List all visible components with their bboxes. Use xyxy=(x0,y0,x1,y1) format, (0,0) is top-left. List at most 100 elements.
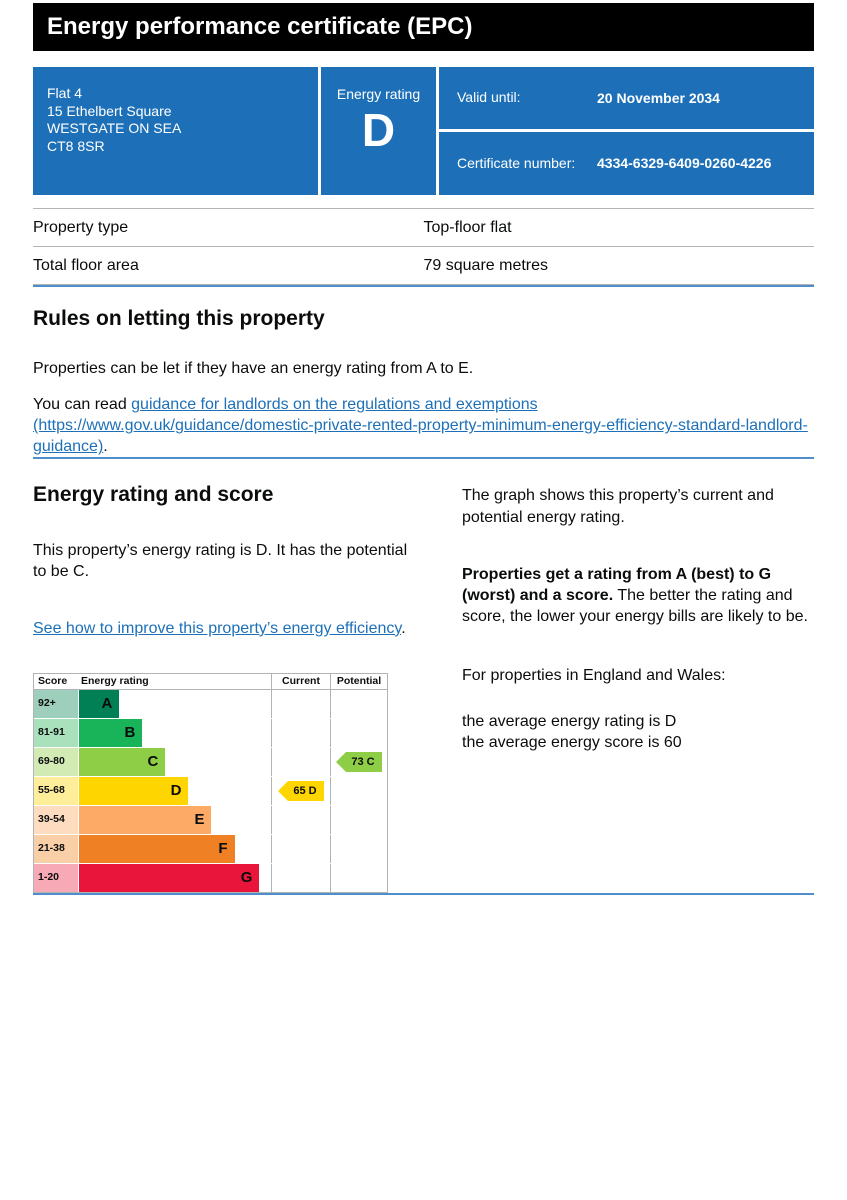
energy-rating-chart: Score Energy rating Current Potential 92… xyxy=(33,672,388,893)
certificate-number-label: Certificate number: xyxy=(457,154,576,171)
rating-right-column: The graph shows this property’s current … xyxy=(462,483,814,892)
property-type-value: Top-floor flat xyxy=(423,218,512,236)
certificate-number-value: 4334-6329-6409-0260-4226 xyxy=(597,155,772,172)
current-column-cell xyxy=(271,834,330,863)
valid-until-row: Valid until: 20 November 2034 xyxy=(439,67,814,130)
rules-guidance-suffix: . xyxy=(103,438,108,456)
section-divider xyxy=(33,284,814,287)
document-title: Energy performance certificate (EPC) xyxy=(33,3,814,51)
current-rating-marker: 65 D xyxy=(278,780,324,801)
current-column-cell xyxy=(271,689,330,718)
england-wales-paragraph: For properties in England and Wales: xyxy=(462,667,726,685)
band-score-range: 1-20 xyxy=(34,863,78,892)
band-bar-area: G xyxy=(79,863,271,892)
band-bar-F: F xyxy=(79,834,235,863)
rules-paragraph: Properties can be let if they have an en… xyxy=(33,360,474,378)
floor-area-label: Total floor area xyxy=(33,256,139,274)
band-bar-area: D xyxy=(79,776,271,805)
band-bar-C: C xyxy=(79,747,166,776)
improve-link-suffix: . xyxy=(401,619,406,637)
address-line-1: Flat 4 xyxy=(47,84,83,101)
potential-column-cell xyxy=(330,863,387,892)
property-type-label: Property type xyxy=(33,218,129,236)
energy-rating-panel: Energy rating D xyxy=(321,67,436,195)
certificate-number-row: Certificate number: 4334-6329-6409-0260-… xyxy=(439,132,814,195)
chart-column-current: Current xyxy=(271,673,330,689)
band-bar-A: A xyxy=(79,689,120,718)
landlord-guidance-link[interactable]: guidance for landlords on the regulation… xyxy=(33,396,808,456)
improve-link-paragraph: See how to improve this property’s energ… xyxy=(33,618,423,639)
epc-band-row-G: 1-20 G xyxy=(34,863,387,892)
potential-column-cell xyxy=(330,776,387,805)
chart-column-energy-rating: Energy rating xyxy=(81,674,149,687)
potential-column-cell: 73 C xyxy=(330,747,387,776)
chart-column-potential: Potential xyxy=(330,673,387,689)
graph-explainer-paragraph: The graph shows this property’s current … xyxy=(462,487,774,526)
current-column-cell xyxy=(271,805,330,834)
energy-rating-section: Energy rating and score This property’s … xyxy=(33,483,814,893)
rating-scale-bold-text: Properties get a rating from A (best) to… xyxy=(462,565,772,604)
banner-divider-horizontal xyxy=(439,129,814,133)
energy-rating-label: Energy rating xyxy=(336,85,421,102)
average-score-line: the average energy score is 60 xyxy=(462,734,682,752)
potential-column-cell xyxy=(330,834,387,863)
band-bar-area: E xyxy=(79,805,271,834)
band-bar-E: E xyxy=(79,805,212,834)
epc-band-row-F: 21-38 F xyxy=(34,834,387,863)
band-score-range: 55-68 xyxy=(34,776,78,805)
property-details-table: Property type Top-floor flat Total floor… xyxy=(33,207,814,285)
valid-until-label: Valid until: xyxy=(457,89,521,106)
epc-band-row-A: 92+ A xyxy=(34,689,387,718)
averages-paragraph: the average energy rating is D the avera… xyxy=(462,711,814,753)
chart-body: 92+ A 81-91 B 69-80 C 73 C 55-68 D 65 D 39-54 E 21-3… xyxy=(34,689,387,892)
banner-divider-vertical xyxy=(436,66,439,195)
potential-column-cell xyxy=(330,805,387,834)
rules-guidance-paragraph: You can read guidance for landlords on t… xyxy=(33,394,814,457)
epc-band-row-C: 69-80 C 73 C xyxy=(34,747,387,776)
address-line-4: CT8 8SR xyxy=(47,138,105,155)
current-column-cell xyxy=(271,718,330,747)
epc-band-row-D: 55-68 D 65 D xyxy=(34,776,387,805)
average-rating-line: the average energy rating is D xyxy=(462,713,677,731)
epc-page: Energy performance certificate (EPC) Fla… xyxy=(33,0,814,895)
potential-rating-marker: 73 C xyxy=(336,751,382,772)
potential-column-cell xyxy=(330,689,387,718)
banner-divider-vertical xyxy=(318,66,321,195)
band-bar-area: B xyxy=(79,718,271,747)
current-column-cell: 65 D xyxy=(271,776,330,805)
rating-scale-rest-text: The better the rating and score, the low… xyxy=(462,586,808,625)
current-column-cell xyxy=(271,747,330,776)
chart-column-score: Score xyxy=(38,674,68,687)
band-score-range: 21-38 xyxy=(34,834,78,863)
property-address: Flat 4 15 Ethelbert Square WESTGATE ON S… xyxy=(33,67,318,195)
epc-band-row-E: 39-54 E xyxy=(34,805,387,834)
certificate-meta-panel: Valid until: 20 November 2034 Certificat… xyxy=(439,67,814,195)
rules-section-heading: Rules on letting this property xyxy=(33,306,325,330)
band-bar-D: D xyxy=(79,776,189,805)
band-bar-area: F xyxy=(79,834,271,863)
address-line-2: 15 Ethelbert Square xyxy=(47,102,172,119)
rating-scale-paragraph: Properties get a rating from A (best) to… xyxy=(462,564,814,627)
band-bar-G: G xyxy=(79,863,260,892)
valid-until-value: 20 November 2034 xyxy=(597,89,720,106)
property-type-row: Property type Top-floor flat xyxy=(33,207,814,246)
band-score-range: 81-91 xyxy=(34,718,78,747)
section-divider xyxy=(33,457,814,460)
band-bar-area: A xyxy=(79,689,271,718)
band-score-range: 69-80 xyxy=(34,747,78,776)
rating-section-heading: Energy rating and score xyxy=(33,483,274,507)
section-divider xyxy=(33,892,814,895)
rating-summary-paragraph: This property’s energy rating is D. It h… xyxy=(33,541,408,580)
energy-rating-value: D xyxy=(361,104,396,157)
rules-guidance-prefix: You can read xyxy=(33,396,132,414)
address-line-3: WESTGATE ON SEA xyxy=(47,120,182,137)
floor-area-row: Total floor area 79 square metres xyxy=(33,245,814,285)
epc-band-row-B: 81-91 B xyxy=(34,718,387,747)
improve-efficiency-link[interactable]: See how to improve this property’s energ… xyxy=(33,619,402,637)
summary-banner: Flat 4 15 Ethelbert Square WESTGATE ON S… xyxy=(33,66,814,195)
potential-column-cell xyxy=(330,718,387,747)
band-bar-area: C xyxy=(79,747,271,776)
current-column-cell xyxy=(271,863,330,892)
band-score-range: 92+ xyxy=(34,689,78,718)
rating-left-column: Energy rating and score This property’s … xyxy=(33,483,423,893)
